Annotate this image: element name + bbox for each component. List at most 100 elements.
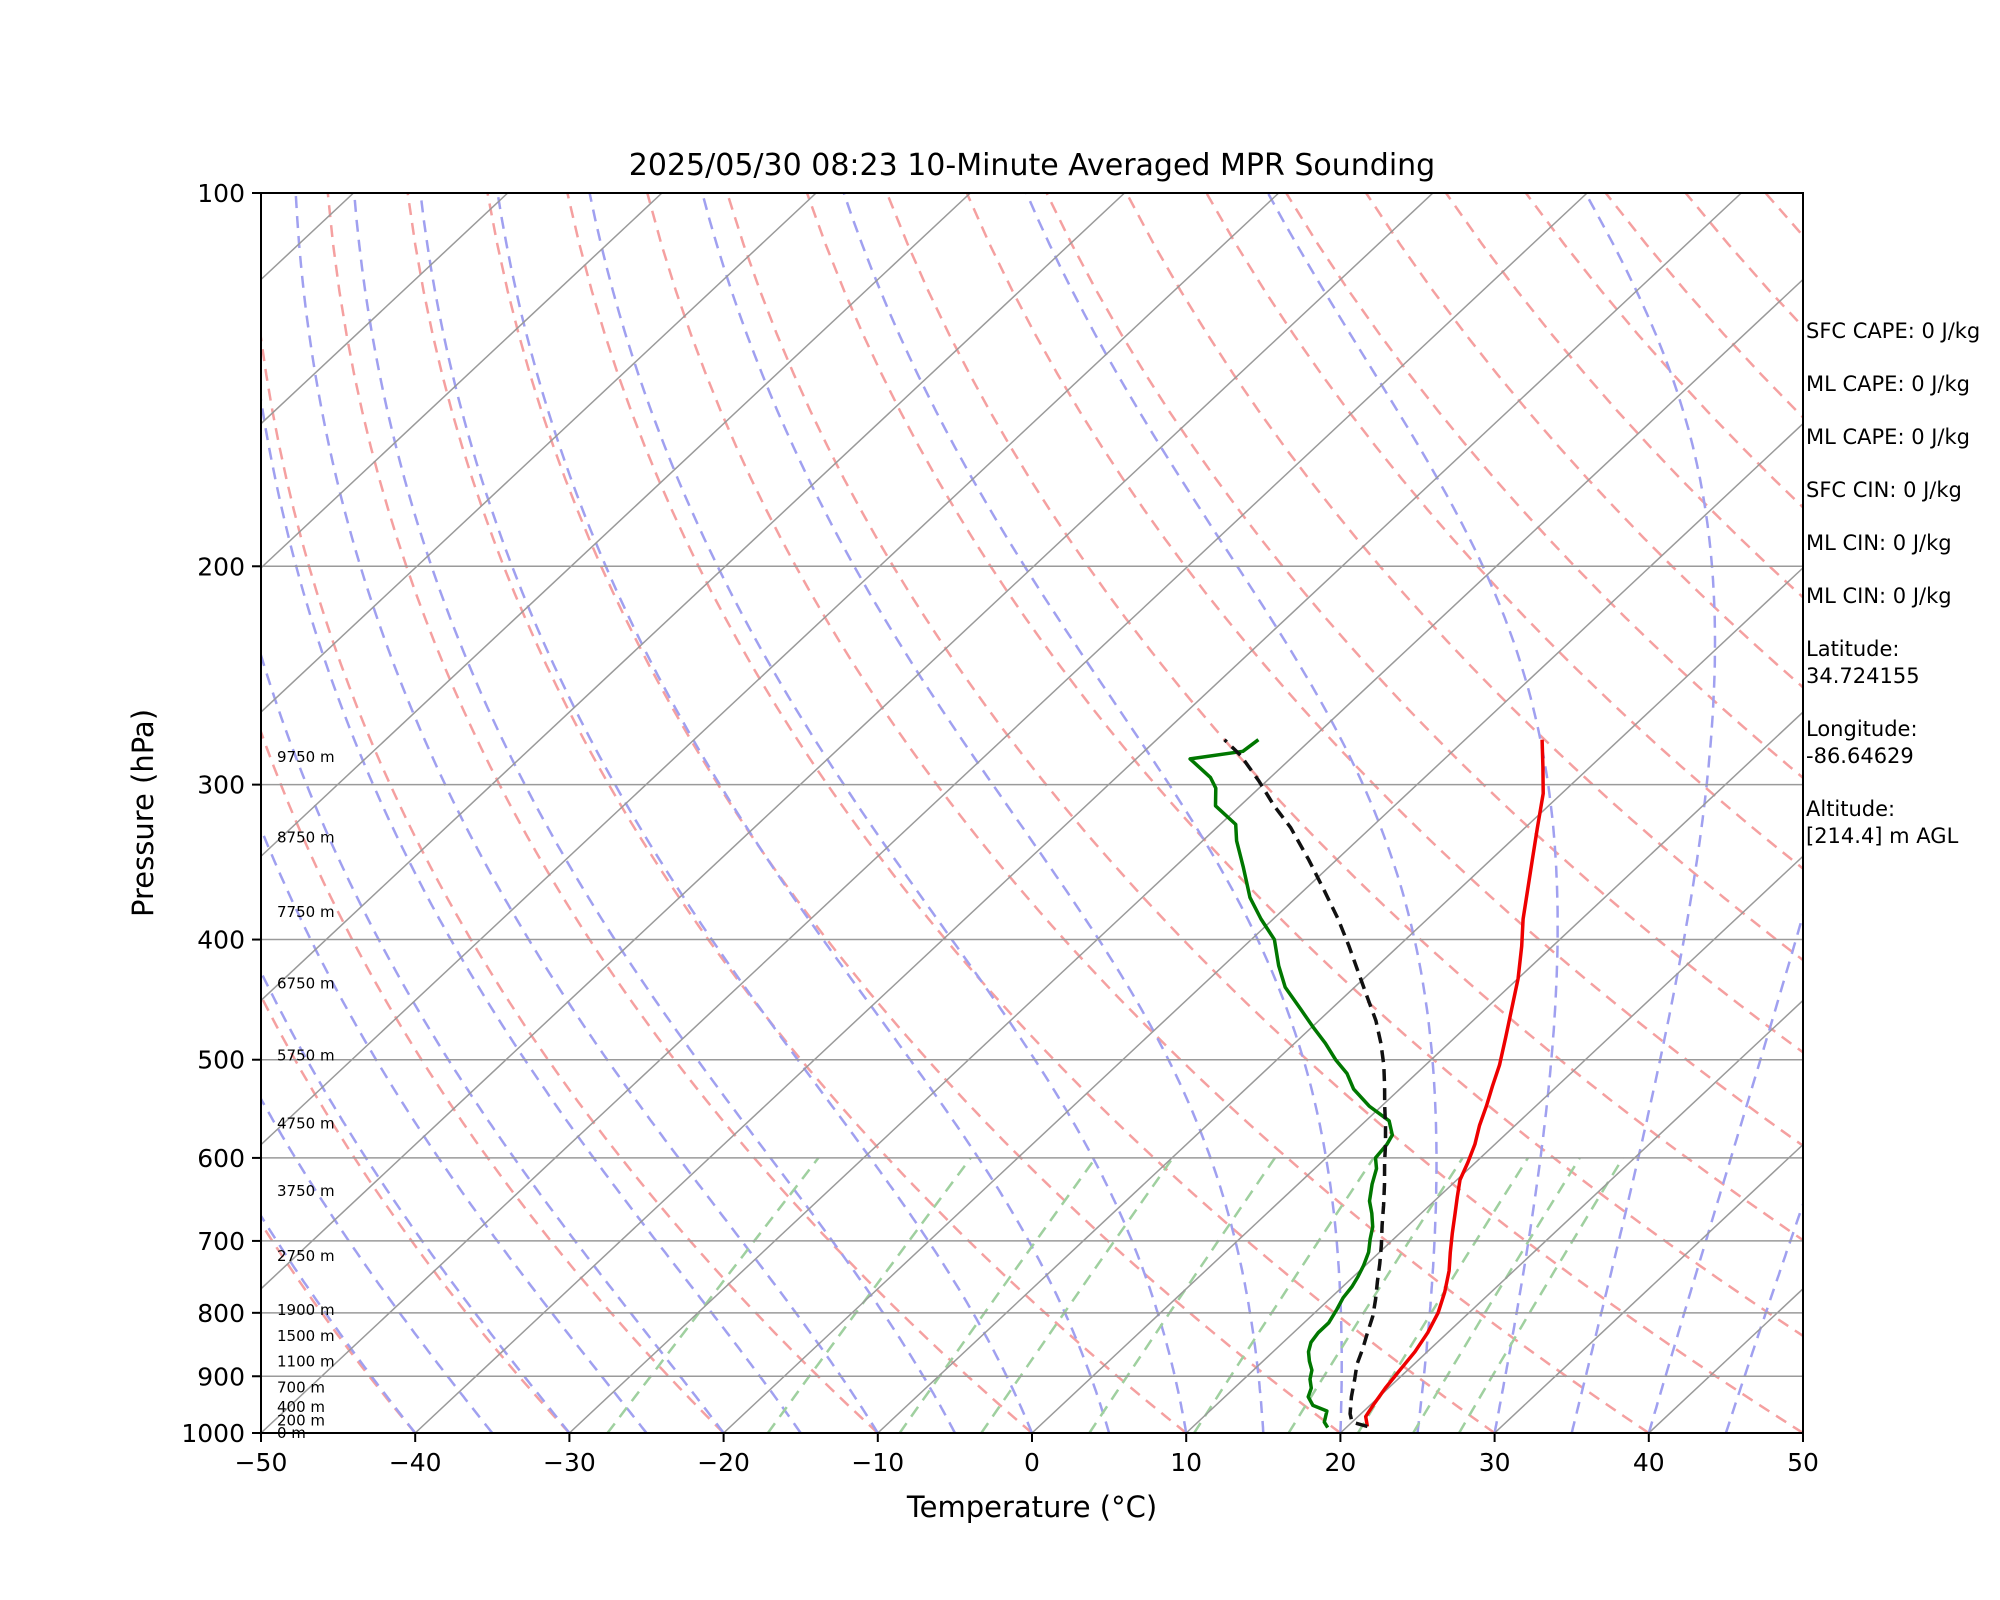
height-label: 2750 m [277,1247,335,1265]
isotherm-line [261,193,817,714]
moist-adiabat-line [1647,910,1803,1433]
isotherm-line [1031,711,1803,1433]
moist-adiabat-line [419,193,1034,1433]
isotherm-line [1185,855,1803,1433]
ml-cin-text-2: ML CIN: 0 J/kg [1806,584,1952,608]
dry-adiabat-line [1285,193,1803,780]
background-lines [0,193,1803,1433]
isotherm-line [1494,1143,1803,1433]
moist-adiabat-line [1570,193,1717,1433]
y-axis-ticks: 100 200 300 400 500 600 700 800 900 1000 [181,179,261,1448]
moist-adiabat-line [261,651,725,1433]
y-axis-label: Pressure (hPa) [126,709,160,917]
dry-adiabat-line [486,193,1342,1433]
dry-adiabat-line [261,993,571,1433]
height-label: 1100 m [277,1353,335,1371]
x-tick-label: 10 [1170,1448,1202,1477]
isotherm-line [261,193,1588,1433]
dry-adiabat-line [406,193,1187,1433]
x-tick-label: 40 [1633,1448,1665,1477]
dry-adiabat-line [1205,193,1803,871]
height-label: 4750 m [277,1115,335,1133]
mixing-ratio-line [606,1157,820,1433]
moist-adiabat-line [261,1213,417,1433]
moist-adiabat-line [261,969,571,1433]
ml-cin-text: ML CIN: 0 J/kg [1806,531,1952,555]
dry-adiabats [261,193,1803,1433]
dry-adiabat-line [1045,193,1803,1054]
y-tick-label: 900 [197,1362,245,1391]
mixing-ratio-line [1088,1157,1276,1433]
x-tick-label: 30 [1479,1448,1511,1477]
x-tick-label: 20 [1324,1448,1356,1477]
height-label: 8750 m [277,829,335,847]
dry-adiabat-line [1125,193,1803,962]
moist-adiabat-line [1025,193,1438,1433]
ml-cape-text: ML CAPE: 0 J/kg [1806,372,1971,396]
moist-adiabat-line [496,193,1111,1433]
height-label: 9750 m [277,748,335,766]
moist-adiabat-line [701,193,1265,1433]
height-label: 6750 m [277,974,335,992]
x-tick-label: 50 [1787,1448,1819,1477]
isotherm-line [0,193,45,1433]
y-tick-label: 600 [197,1144,245,1173]
moist-adiabat-line [352,193,957,1433]
moist-adiabat-line [261,1096,494,1433]
isotherm-line [723,422,1803,1433]
isotherm-line [261,193,971,858]
y-tick-label: 300 [197,771,245,800]
dry-adiabat-line [261,328,879,1433]
dry-adiabat-line [965,193,1803,1148]
moist-adiabat-line [261,391,802,1433]
isotherm-line [261,193,509,425]
isotherm-line [261,193,1280,1146]
moist-adiabat-line [261,825,648,1433]
dry-adiabat-line [885,193,1803,1242]
moist-adiabat-line [588,193,1188,1433]
temperature-profile [1363,739,1545,1427]
mixing-ratio-line [898,1157,1097,1433]
dewpoint-profile [1188,738,1395,1429]
moist-adiabat-line [842,193,1343,1433]
chart-title: 2025/05/30 08:23 10-Minute Averaged MPR … [629,148,1435,183]
height-label: 400 m [277,1398,325,1416]
y-tick-label: 200 [197,552,245,581]
sfc-cin-text: SFC CIN: 0 J/kg [1806,478,1962,502]
dry-adiabat-line [646,193,1650,1433]
x-tick-label: −50 [235,1448,288,1477]
x-axis-ticks: −50 −40 −30 −20 −10 0 10 20 30 40 50 [235,1433,1819,1477]
longitude-text: Longitude: -86.64629 [1806,717,1918,768]
height-label: 700 m [277,1379,325,1397]
y-tick-label: 1000 [181,1419,245,1448]
isotherm-line [568,278,1803,1433]
isobars [261,565,1803,1378]
mixing-ratio-line [1412,1157,1581,1433]
isotherm-line [261,193,1434,1290]
y-tick-label: 400 [197,926,245,955]
y-tick-label: 700 [197,1227,245,1256]
height-label: 7750 m [277,903,335,921]
height-label: 1500 m [277,1327,335,1345]
dry-adiabat-line [805,193,1803,1338]
x-tick-label: 0 [1024,1448,1040,1477]
x-axis-label: Temperature (°C) [906,1490,1157,1524]
latitude-text: Latitude: 34.724155 [1806,637,1920,688]
isotherm-line [414,193,1742,1433]
height-label: 3750 m [277,1182,335,1200]
altitude-text: Altitude: [214.4] m AGL [1806,797,1959,848]
isotherm-line [1339,999,1803,1433]
mixing-ratio-line [766,1157,972,1433]
isotherm-line [261,193,663,569]
dry-adiabat-line [261,1221,417,1433]
ml-cape-text-2: ML CAPE: 0 J/kg [1806,425,1971,449]
dry-adiabat-line [726,193,1803,1433]
sfc-cape-text: SFC CAPE: 0 J/kg [1806,319,1981,343]
dry-adiabat-line [261,728,725,1433]
x-tick-label: −40 [389,1448,442,1477]
isotherm-line [0,193,199,1433]
x-tick-label: −10 [851,1448,904,1477]
dry-adiabat-line [566,193,1496,1433]
